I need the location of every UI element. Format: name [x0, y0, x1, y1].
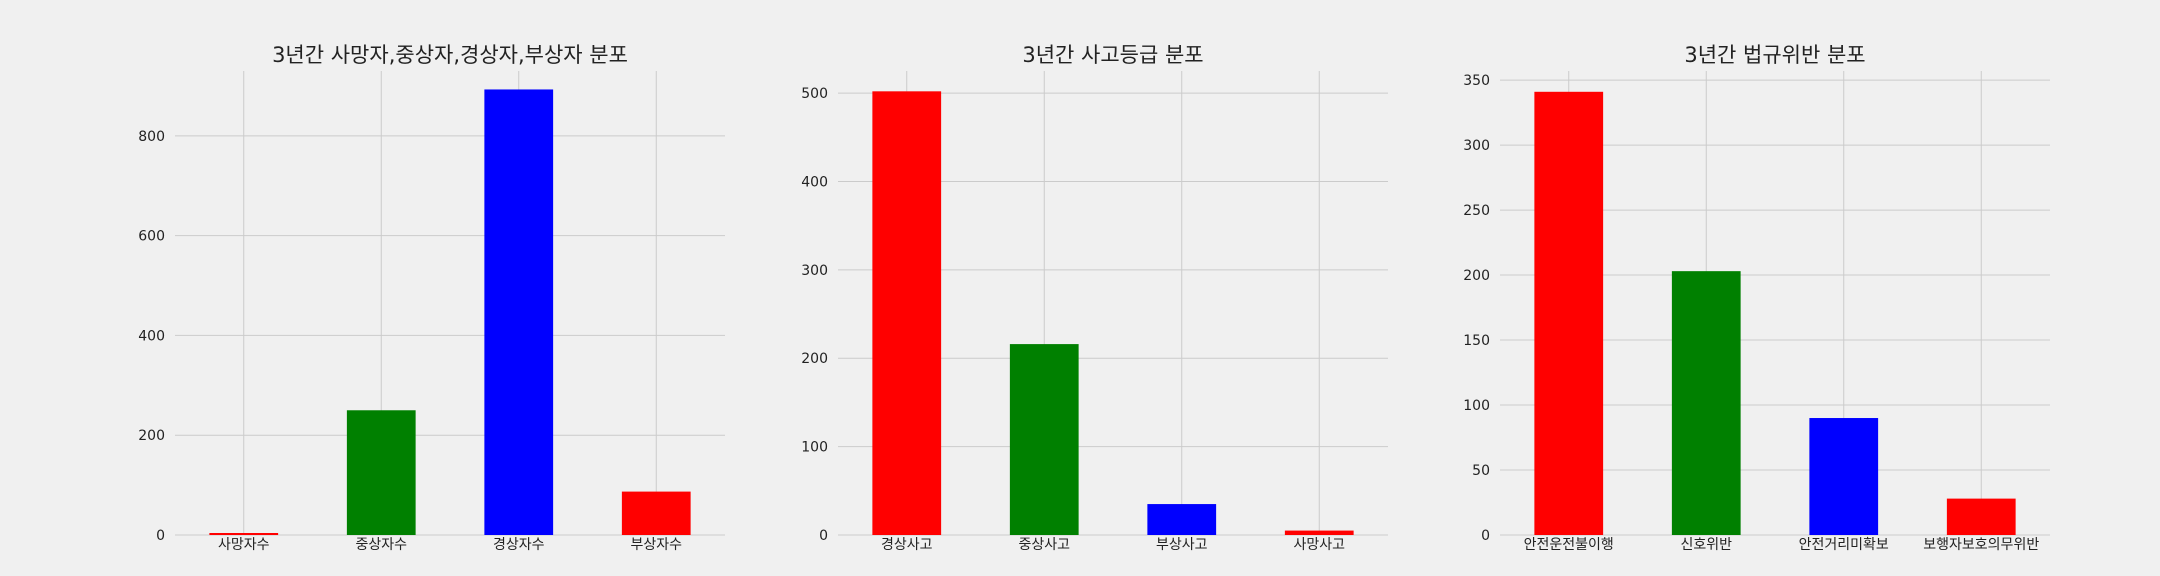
bar: [1009, 344, 1079, 535]
chart-accident-grade-distribution: 3년간 사고등급 분포 0 100 200 300 400 500 경상사고 중상사고 부상사고…: [801, 43, 1388, 553]
y-tick-label: 150: [1463, 333, 1490, 349]
x-tick-label: 부상사고: [1156, 537, 1208, 553]
chart-casualty-distribution: 3년간 사망자,중상자,경상자,부상자 분포 0 200 400 600 800 사망자수…: [138, 43, 725, 553]
x-tick-label: 경상자수: [493, 537, 545, 553]
bar: [1147, 504, 1217, 535]
tick-labels: 0 200 400 600 800 사망자수 중상자수 경상자수 부상자수: [138, 129, 682, 553]
x-tick-label: 사망자수: [218, 537, 270, 553]
x-tick-label: 보행자보호의무위반: [1923, 537, 2039, 553]
y-tick-label: 300: [1463, 138, 1490, 154]
chart-violation-distribution: 3년간 법규위반 분포 0 50 100 150 200 250 300 350 안전운전불이행…: [1463, 43, 2050, 553]
gridlines: [175, 71, 725, 536]
y-tick-label: 100: [801, 440, 828, 456]
bar: [346, 410, 416, 535]
y-tick-label: 200: [1463, 268, 1490, 284]
y-tick-label: 200: [138, 428, 165, 444]
bar: [621, 491, 691, 535]
x-tick-label: 신호위반: [1680, 537, 1732, 553]
y-tick-label: 0: [819, 528, 828, 544]
y-tick-label: 300: [801, 263, 828, 279]
x-tick-label: 중상자수: [355, 537, 407, 553]
y-tick-label: 400: [138, 328, 165, 344]
y-tick-label: 500: [801, 86, 828, 102]
y-tick-label: 800: [138, 129, 165, 145]
y-tick-label: 600: [138, 229, 165, 245]
bar: [484, 89, 554, 536]
bar: [1284, 530, 1354, 535]
chart-title: 3년간 사망자,중상자,경상자,부상자 분포: [272, 43, 628, 67]
x-tick-label: 부상자수: [630, 537, 682, 553]
x-tick-label: 사망사고: [1293, 537, 1345, 553]
tick-labels: 0 50 100 150 200 250 300 350 안전운전불이행 신호위반 안전거리미확보 보…: [1463, 73, 2039, 553]
x-tick-label: 경상사고: [881, 537, 933, 553]
y-tick-label: 0: [1481, 528, 1490, 544]
y-tick-label: 50: [1472, 463, 1490, 479]
bars: [209, 89, 691, 536]
y-tick-label: 350: [1463, 73, 1490, 89]
bars: [872, 91, 1354, 535]
tick-labels: 0 100 200 300 400 500 경상사고 중상사고 부상사고 사망사고: [801, 86, 1345, 553]
bar: [1671, 271, 1741, 535]
bar: [872, 91, 942, 535]
chart-title: 3년간 사고등급 분포: [1022, 43, 1203, 67]
y-tick-label: 100: [1463, 398, 1490, 414]
bar: [209, 533, 279, 535]
bar: [1809, 418, 1879, 535]
x-tick-label: 중상사고: [1018, 537, 1070, 553]
chart-title: 3년간 법규위반 분포: [1684, 43, 1865, 67]
bar: [1946, 498, 2016, 535]
y-tick-label: 0: [156, 528, 165, 544]
y-tick-label: 200: [801, 351, 828, 367]
x-tick-label: 안전운전불이행: [1524, 537, 1614, 553]
x-tick-label: 안전거리미확보: [1799, 537, 1889, 553]
bars: [1534, 91, 2016, 535]
bar: [1534, 91, 1604, 535]
y-tick-label: 400: [801, 174, 828, 190]
y-tick-label: 250: [1463, 203, 1490, 219]
